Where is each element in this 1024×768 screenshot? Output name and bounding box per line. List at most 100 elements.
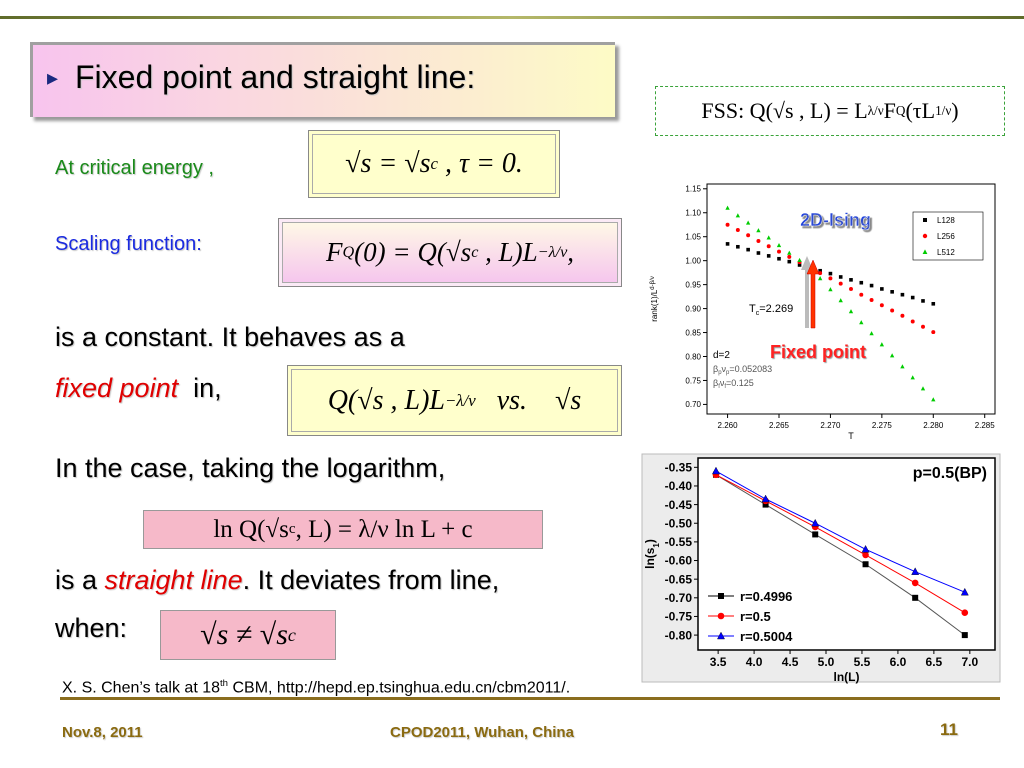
point <box>859 292 864 297</box>
point <box>828 287 833 292</box>
plot-layer: 2.260 2.265 2.270 2.275 2.280 2.285 1.15 1.10 1.… <box>650 183 996 441</box>
text: p <box>718 370 722 376</box>
point <box>746 247 750 252</box>
annotation: 2D-Ising <box>800 210 871 230</box>
y-tick-label: 0.85 <box>685 328 701 337</box>
formula-box: √s ≠ √s c <box>160 610 336 660</box>
point <box>900 364 905 369</box>
point <box>960 587 969 596</box>
formula-part: (0) = Q(√s <box>354 237 472 267</box>
text: T <box>749 303 756 315</box>
x-tick-label: 4.0 <box>746 655 763 669</box>
point <box>828 271 833 276</box>
point <box>766 254 771 258</box>
arrow <box>806 259 820 329</box>
y-tick-label: 1.10 <box>685 209 701 218</box>
emphasis: fixed point <box>55 373 179 403</box>
text-line: Scaling function: <box>55 233 202 255</box>
text: d-β/ν <box>650 276 656 289</box>
text: β <box>713 364 718 374</box>
point <box>838 298 843 303</box>
point <box>862 561 869 568</box>
point <box>961 632 968 639</box>
point <box>746 233 751 238</box>
text: c <box>756 310 760 317</box>
y-tick-label: -0.65 <box>665 572 693 586</box>
formula-part: −λ/ν <box>444 390 476 410</box>
top-rule <box>0 16 1024 19</box>
y-tick-label: 0.95 <box>685 280 701 289</box>
text: 1 <box>652 543 661 548</box>
point <box>910 375 915 380</box>
text: th <box>220 678 229 689</box>
point <box>838 281 843 286</box>
point <box>766 244 771 249</box>
point <box>797 257 802 262</box>
text-line: At critical energy , <box>55 157 214 179</box>
formula-part: , τ = 0. <box>437 148 523 179</box>
point <box>818 268 822 273</box>
formula-part: −λ/ν <box>537 243 568 261</box>
formula-part: , L)L <box>478 237 538 267</box>
page-number: 11 <box>940 720 958 739</box>
text: =0.125 <box>726 378 754 388</box>
annotation: d=2 <box>713 350 730 361</box>
point <box>849 286 853 291</box>
title-box: ▸ Fixed point and straight line: <box>30 42 615 117</box>
text-line: fixed point in, <box>55 373 222 404</box>
legend-marker <box>922 233 928 239</box>
x-tick-label: 2.260 <box>718 421 739 430</box>
formula-part: λ/ν <box>867 103 884 118</box>
formula-part: vs. √s <box>475 384 582 416</box>
formula-part: F <box>883 98 896 123</box>
bottom-rule <box>60 697 1000 700</box>
y-tick-label: 0.70 <box>685 400 701 409</box>
text-line: In the case, taking the logarithm, <box>55 453 446 483</box>
point <box>712 466 720 475</box>
legend-label: r=0.5 <box>740 609 771 624</box>
y-axis-label: rank(1)/Ld-β/ν <box>650 276 659 321</box>
formula-part: √s ≠ √s <box>200 618 288 651</box>
text: ν <box>720 378 725 388</box>
text-line: when: <box>55 613 128 643</box>
y-tick-label: -0.60 <box>665 554 693 568</box>
chart: 3.5 4.0 4.5 5.0 5.5 6.0 6.5 7.0 -0.35 -0.40 -0.45 -… <box>641 453 1001 684</box>
y-tick-label: 0.90 <box>685 304 701 313</box>
x-tick-label: 2.270 <box>820 421 841 430</box>
formula-box: ln Q(√s c, L) = λ/ν ln L + c <box>143 510 543 549</box>
text: is a <box>55 565 105 595</box>
x-tick-label: 2.280 <box>923 421 944 430</box>
text: f <box>718 384 720 390</box>
text: in, <box>193 373 222 403</box>
point <box>931 397 936 402</box>
legend-marker <box>923 218 927 222</box>
arrow <box>801 256 813 328</box>
text: ν <box>722 364 727 374</box>
x-tick-label: 4.5 <box>782 655 799 669</box>
point <box>920 386 926 391</box>
point <box>900 292 905 297</box>
text: =2.269 <box>759 303 793 315</box>
point <box>761 494 770 503</box>
text: β <box>713 378 718 388</box>
x-tick-label: 3.5 <box>710 655 727 669</box>
x-tick-label: 6.5 <box>926 655 943 669</box>
footer-date: Nov.8, 2011 <box>62 724 143 741</box>
point <box>889 353 895 358</box>
formula-part: ) <box>951 98 959 123</box>
formula-part: ln Q(√s <box>213 515 289 543</box>
y-tick-label: -0.45 <box>665 498 693 512</box>
legend-label: r=0.4996 <box>740 589 792 604</box>
emphasis: straight line <box>104 565 243 595</box>
text: p <box>726 370 730 376</box>
point <box>828 276 833 281</box>
legend-label: L512 <box>937 248 955 257</box>
y-tick-label: -0.35 <box>665 461 693 475</box>
point <box>777 249 781 254</box>
point <box>911 579 919 587</box>
point <box>756 228 761 233</box>
annotation: Fixed point <box>770 342 866 362</box>
reference: X. S. Chen’s talk at 18th CBM, http://he… <box>62 678 570 698</box>
